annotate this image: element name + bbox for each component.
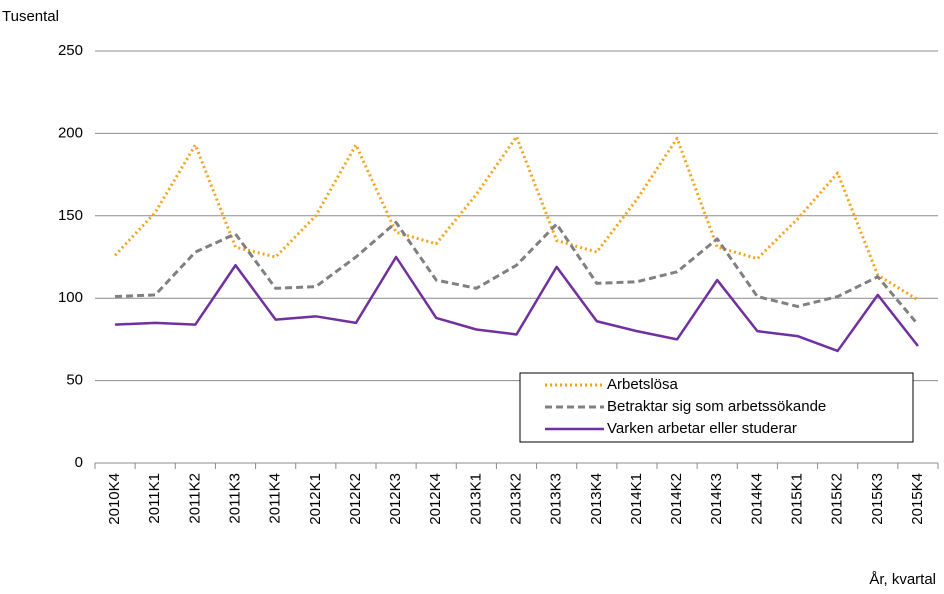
series-line xyxy=(113,135,919,302)
x-tick-label: 2014K3 xyxy=(708,473,725,525)
x-tick-label: 2014K4 xyxy=(748,473,765,525)
x-tick-label: 2012K1 xyxy=(307,473,324,525)
y-tick-label: 0 xyxy=(75,454,83,471)
x-tick-label: 2015K2 xyxy=(829,473,846,525)
x-tick-label: 2010K4 xyxy=(106,473,123,525)
x-tick-label: 2012K3 xyxy=(387,473,404,525)
x-tick-label: 2013K2 xyxy=(507,473,524,525)
y-tick-label: 50 xyxy=(66,372,83,389)
y-axis-label: Tusental xyxy=(2,8,59,25)
x-tick-label: 2015K1 xyxy=(788,473,805,525)
x-tick-label: 2012K4 xyxy=(427,473,444,525)
y-tick-label: 150 xyxy=(58,207,83,224)
legend-label: Arbetslösa xyxy=(607,376,679,393)
x-tick-label: 2011K3 xyxy=(226,473,243,524)
y-tick-label: 200 xyxy=(58,124,83,141)
x-tick-label: 2011K2 xyxy=(186,473,203,524)
x-tick-label: 2014K2 xyxy=(668,473,685,525)
legend-label: Varken arbetar eller studerar xyxy=(607,420,797,437)
y-tick-label: 100 xyxy=(58,289,83,306)
x-tick-label: 2015K3 xyxy=(869,473,886,525)
y-tick-label: 250 xyxy=(58,42,83,59)
series-line xyxy=(115,255,919,353)
x-tick-label: 2011K1 xyxy=(146,473,163,524)
x-tick-label: 2014K1 xyxy=(628,473,645,525)
x-tick-label: 2013K3 xyxy=(548,473,565,525)
x-tick-label: 2015K4 xyxy=(909,473,926,525)
x-axis-label: År, kvartal xyxy=(869,571,936,588)
legend-label: Betraktar sig som arbetssökande xyxy=(607,398,826,415)
series-line xyxy=(115,220,920,326)
x-tick-label: 2013K1 xyxy=(467,473,484,525)
x-tick-label: 2013K4 xyxy=(588,473,605,525)
x-tick-label: 2012K2 xyxy=(347,473,364,525)
x-tick-label: 2011K4 xyxy=(267,473,284,524)
